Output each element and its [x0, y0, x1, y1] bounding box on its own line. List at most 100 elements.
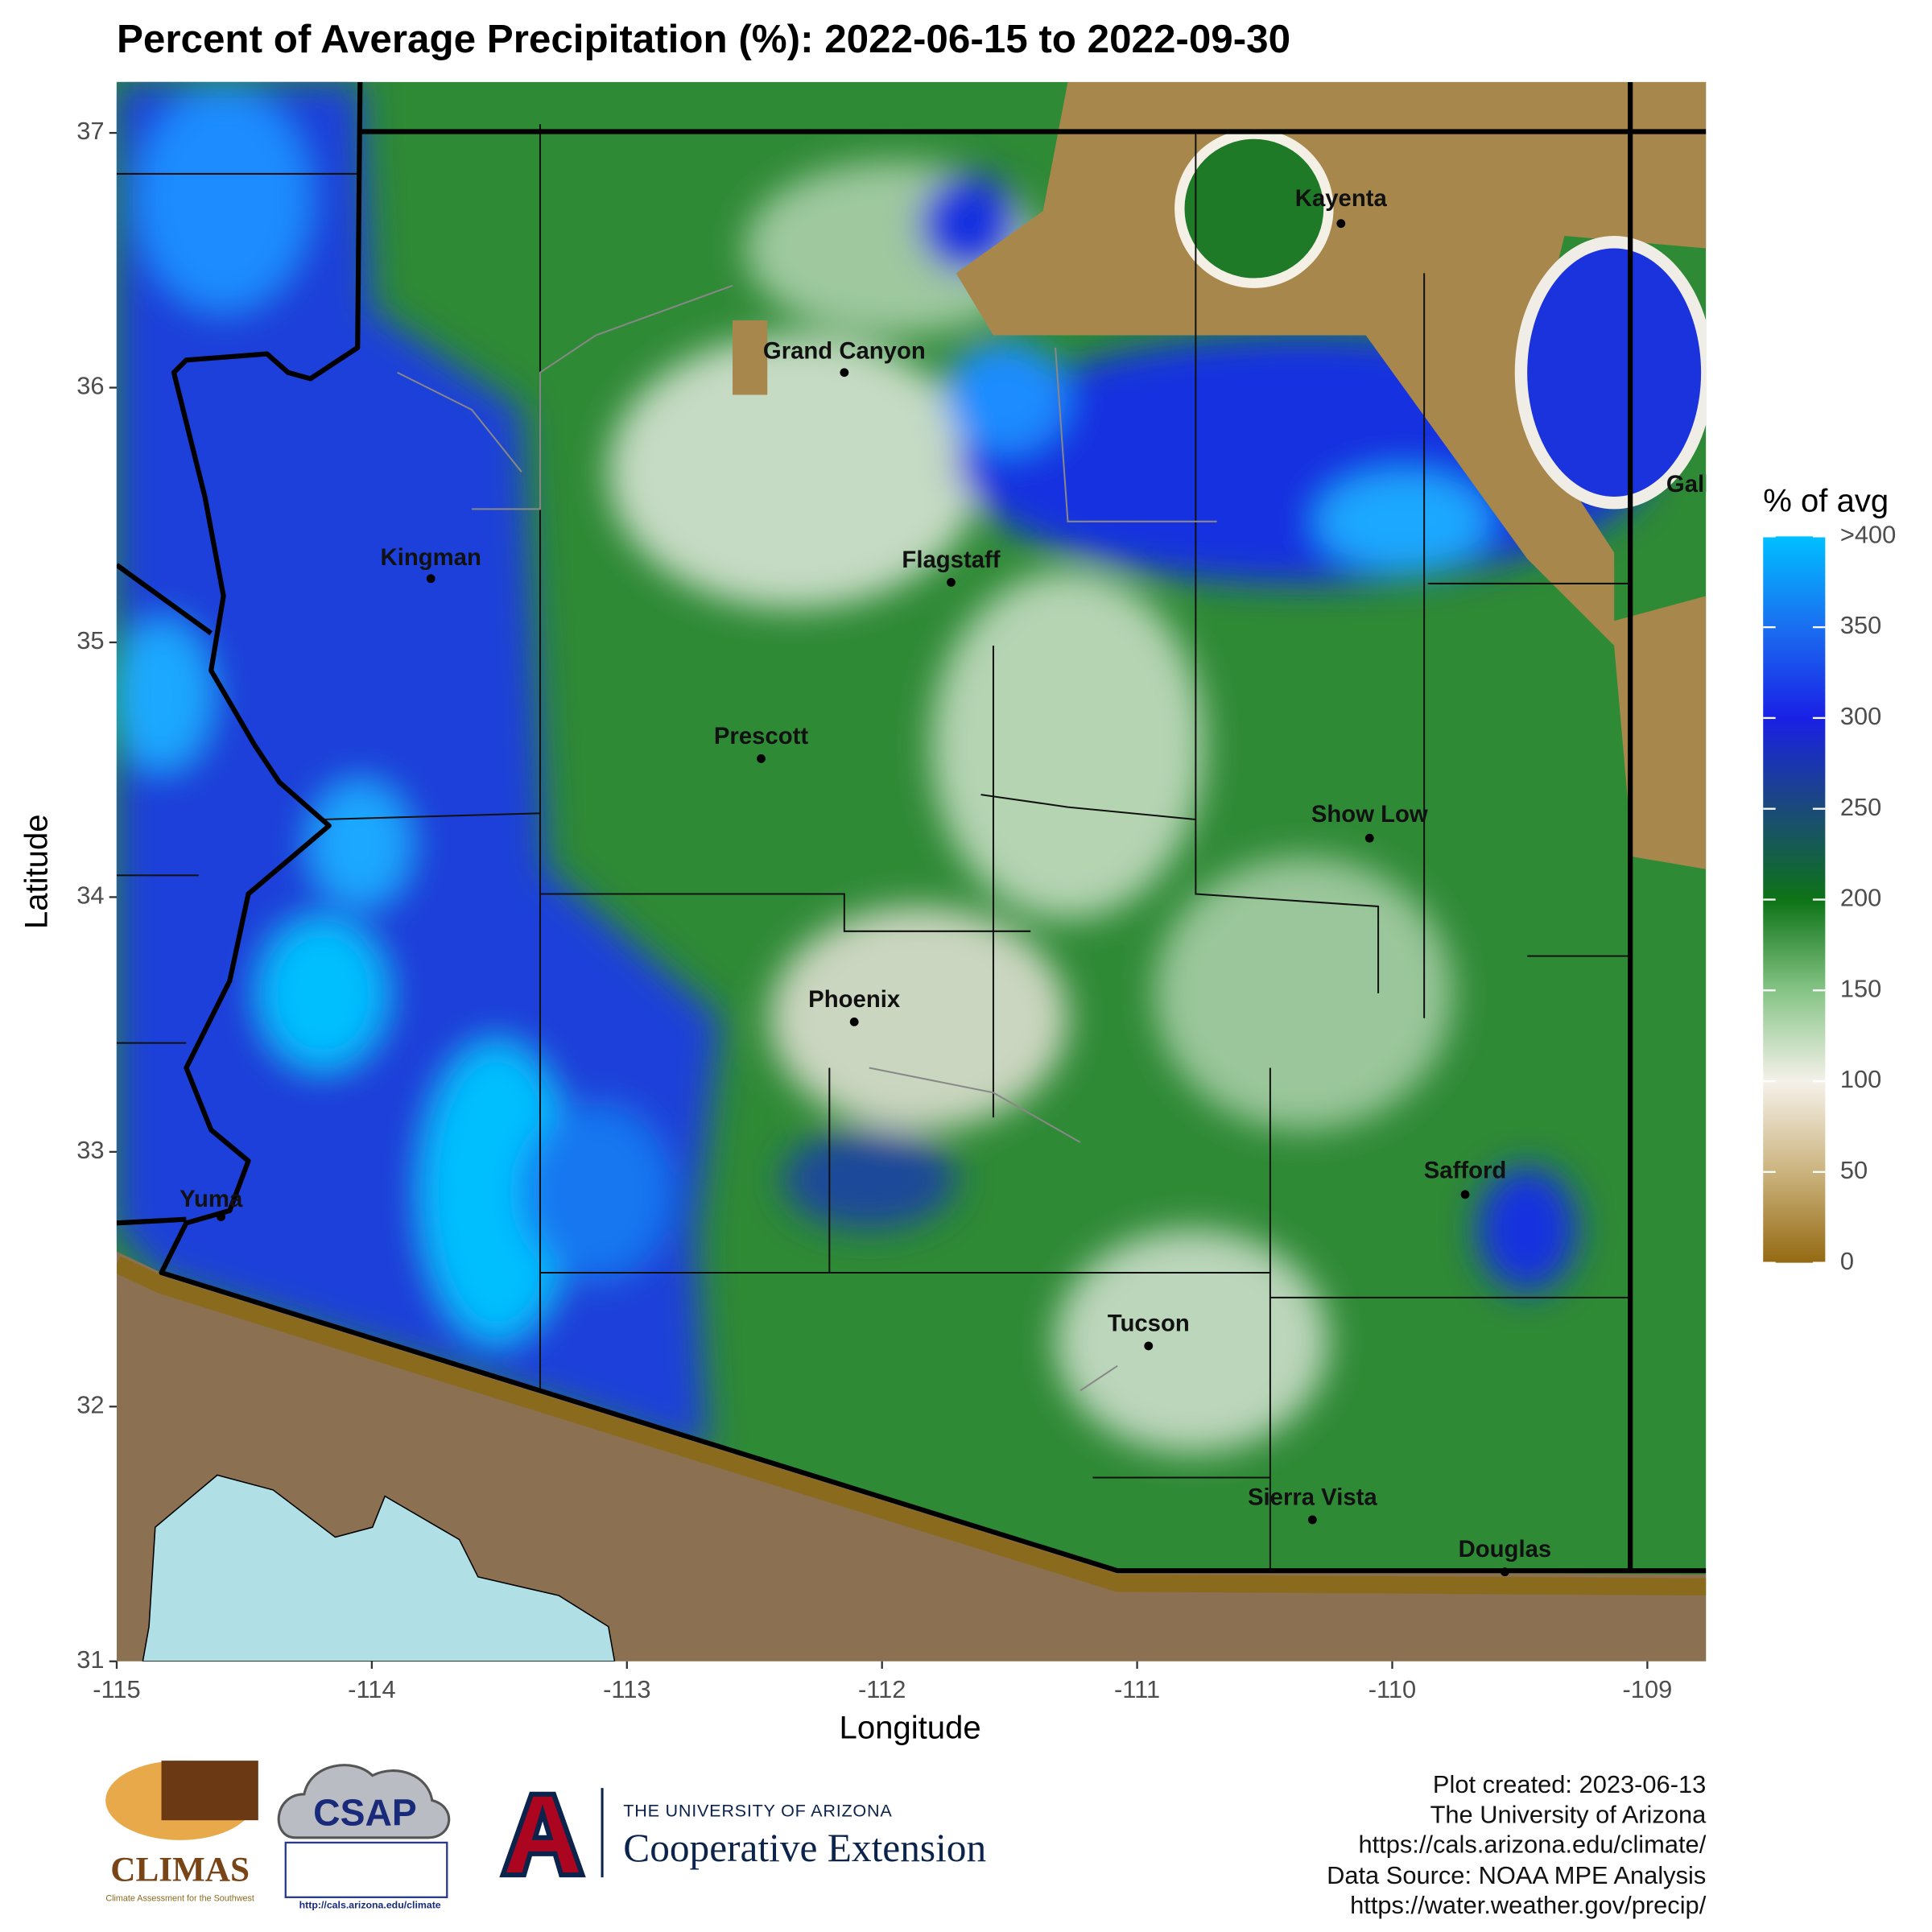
- ua-name: THE UNIVERSITY OF ARIZONA: [623, 1801, 892, 1821]
- map-shape: [782, 1129, 956, 1229]
- map-shape: [116, 81, 1707, 1571]
- city-label: Prescott: [714, 723, 808, 749]
- map-shape: [1477, 1166, 1577, 1292]
- map-panel: Kayenta Grand Canyon Kingman Flagstaff P…: [116, 81, 1740, 1662]
- chart-title: Percent of Average Precipitation (%): 20…: [117, 17, 1290, 61]
- footer-line: Plot created: 2023-06-13: [1433, 1770, 1706, 1798]
- y-tick-label: 36: [76, 372, 104, 400]
- y-tick-label: 34: [76, 881, 104, 910]
- csap-cloud: [277, 1764, 451, 1839]
- x-tick-label: -110: [1368, 1675, 1416, 1703]
- map-shape: [1154, 857, 1453, 1130]
- colorbar-tick-label: 0: [1840, 1247, 1854, 1275]
- map-shape: [1364, 833, 1374, 843]
- state-borders: [116, 81, 1707, 1574]
- logos: CLIMAS Climate Assessment for the Southw…: [105, 1761, 986, 1911]
- map-shape: [1144, 1341, 1154, 1351]
- map-shape: [757, 754, 766, 763]
- climas-icon-bar: [161, 1761, 258, 1821]
- colorbar-tick-label: 300: [1840, 702, 1881, 730]
- kayenta-cell: [1184, 138, 1324, 279]
- map-shape: [116, 81, 720, 1453]
- map-shape: [1055, 1228, 1329, 1453]
- map-shape: [136, 86, 311, 311]
- x-tick-label: -112: [858, 1675, 906, 1703]
- y-tick-label: 35: [76, 626, 104, 654]
- axes: -115 -114 -113 -112 -111 -110 -109 31 32 33 34 35 36…: [76, 117, 1672, 1703]
- y-tick-label: 32: [76, 1390, 104, 1418]
- x-tick-label: -115: [93, 1675, 140, 1703]
- city-label: Tucson: [1108, 1310, 1190, 1336]
- y-tick-label: 31: [76, 1645, 104, 1674]
- map-shape: [116, 124, 1631, 1571]
- city-label: Grand Canyon: [763, 338, 926, 365]
- footer-line: The University of Arizona: [1430, 1800, 1707, 1828]
- dry-region: [956, 81, 1707, 869]
- map-shape: [1460, 1190, 1470, 1199]
- ua-logo: [499, 1791, 586, 1878]
- colorbar-tick-label: 250: [1840, 793, 1881, 821]
- x-tick-label: -111: [1114, 1675, 1160, 1703]
- gulf: [142, 1474, 616, 1662]
- y-tick-label: 33: [76, 1136, 104, 1164]
- mexico: [116, 1251, 1707, 1662]
- map-shape: [943, 341, 1068, 453]
- map-shape: [159, 81, 1707, 1574]
- map-shape: [1307, 1515, 1317, 1525]
- mexico-edge: [116, 1256, 1707, 1596]
- map-shape: [116, 621, 212, 770]
- map-shape: [931, 571, 1205, 919]
- ua-unit: Cooperative Extension: [623, 1826, 986, 1870]
- colorbar-tick-label: 200: [1840, 884, 1881, 912]
- colorbar-tick-label: 50: [1840, 1156, 1868, 1184]
- map-shape: [840, 368, 849, 378]
- csap-url: http://cals.arizona.edu/climate: [299, 1900, 441, 1911]
- city-label: Gallup: [1666, 471, 1740, 497]
- map-shape: [521, 1104, 671, 1279]
- map-shape: [397, 284, 1217, 1392]
- map-shape: [422, 1042, 572, 1341]
- footer-line: https://water.weather.gov/precip/: [1350, 1891, 1707, 1919]
- map-shape: [947, 577, 956, 587]
- county-lines: [116, 124, 1631, 1571]
- map-shape: [849, 1018, 859, 1026]
- y-tick-label: 37: [76, 117, 104, 145]
- map-shape: [1315, 472, 1490, 572]
- canyon-dry: [733, 320, 768, 395]
- legend-title: % of avg: [1763, 483, 1889, 518]
- city-label: Sierra Vista: [1248, 1484, 1377, 1510]
- legend: % of avg 0 50 100 150 200 250 300 350 >400: [1763, 483, 1896, 1275]
- x-axis-title: Longitude: [840, 1710, 981, 1745]
- colorbar-tick-label: 350: [1840, 611, 1881, 639]
- footer-line: https://cals.arizona.edu/climate/: [1358, 1830, 1706, 1858]
- cities: Kayenta Grand Canyon Kingman Flagstaff P…: [180, 185, 1740, 1577]
- map-shape: [770, 906, 1068, 1130]
- colorbar-tick-label: 150: [1840, 974, 1881, 1002]
- map-shape: [260, 919, 386, 1068]
- map-shape: [608, 335, 981, 609]
- footer-line: Data Source: NOAA MPE Analysis: [1327, 1861, 1706, 1889]
- city-label: Phoenix: [808, 986, 901, 1013]
- colorbar-tick-label: >400: [1840, 520, 1896, 548]
- city-label: Kayenta: [1295, 185, 1388, 212]
- map-shape: [1336, 219, 1346, 229]
- csap-logo: CSAP: [313, 1791, 417, 1833]
- x-tick-label: -113: [603, 1675, 650, 1703]
- y-axis-title: Latitude: [19, 814, 55, 929]
- east-cell: [1527, 248, 1702, 497]
- city-label: Kingman: [381, 544, 481, 571]
- footer: Plot created: 2023-06-13 The University …: [1327, 1770, 1707, 1919]
- colorbar-tick-label: 100: [1840, 1065, 1881, 1093]
- climas-logo: CLIMAS: [110, 1852, 250, 1889]
- map-shape: [1501, 1567, 1509, 1577]
- city-label: Flagstaff: [902, 547, 1000, 573]
- x-tick-label: -114: [348, 1675, 395, 1703]
- precip-field: [116, 81, 1652, 1453]
- city-label: Safford: [1424, 1158, 1507, 1184]
- city-label: Douglas: [1459, 1536, 1552, 1563]
- climas-subtitle: Climate Assessment for the Southwest: [105, 1893, 254, 1903]
- x-tick-label: -109: [1623, 1675, 1673, 1703]
- map-shape: [426, 574, 436, 584]
- city-label: Yuma: [180, 1186, 243, 1212]
- csap-box: [284, 1841, 448, 1898]
